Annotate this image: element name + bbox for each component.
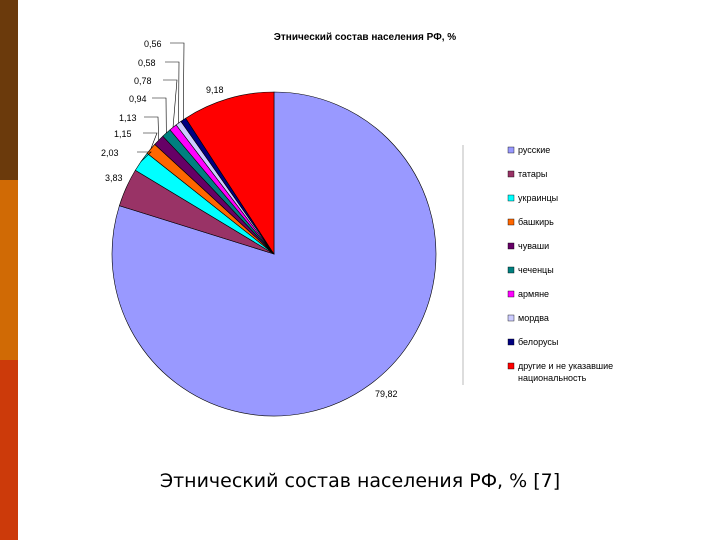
decor-stripe-top (0, 0, 18, 180)
slice-value-label-4: 1,15 (114, 129, 132, 139)
decor-stripe-middle (0, 180, 18, 360)
decor-stripe-separator (18, 0, 20, 540)
slice-value-label-7: 0,78 (134, 76, 152, 86)
leader-line-3 (137, 151, 152, 162)
pie-slices (111, 91, 437, 417)
leader-line-8 (165, 61, 180, 124)
legend-swatch-5 (507, 242, 515, 250)
legend-swatch-2 (507, 170, 515, 178)
legend-swatch-9 (507, 338, 515, 346)
legend-swatch-8 (507, 314, 515, 322)
legend-label-3: украинцы (518, 193, 558, 203)
slice-value-label-5: 1,13 (119, 113, 137, 123)
legend-swatch-3 (507, 194, 515, 202)
legend-label-1: русские (518, 145, 550, 155)
legend: русские татары украинцы башкирь чуваши чеченц… (507, 145, 613, 383)
leader-line-4 (143, 132, 158, 149)
legend-label-7: армяне (518, 289, 549, 299)
leader-line-6 (152, 97, 167, 133)
legend-swatch-6 (507, 266, 515, 274)
legend-label-8: мордва (518, 313, 549, 323)
chart-title: Этнический состав населения РФ, % (274, 32, 456, 43)
legend-label-10: другие и не указавшие национальность (518, 361, 613, 383)
legend-swatch-1 (507, 146, 515, 154)
slice-value-label-6: 0,94 (129, 94, 147, 104)
slide-caption: Этнический состав населения РФ, % [7] (159, 470, 561, 492)
leader-line-7 (163, 79, 178, 128)
legend-label-9: белорусы (518, 337, 558, 347)
legend-label-5: чуваши (518, 241, 549, 251)
legend-swatch-10 (507, 362, 515, 370)
legend-label-4: башкирь (518, 217, 554, 227)
leader-line-9 (170, 42, 185, 120)
legend-label-6: чеченцы (518, 265, 554, 275)
legend-label-2: татары (518, 169, 547, 179)
slice-value-label-9: 0,56 (144, 39, 162, 49)
slice-value-label-10: 9,18 (206, 85, 224, 95)
slice-value-label-3: 2,03 (101, 148, 119, 158)
label-leader-lines (137, 42, 185, 162)
legend-swatch-4 (507, 218, 515, 226)
pie-chart: Этнический состав населения РФ, % 79,82 3… (101, 32, 613, 417)
decor-stripe-bottom (0, 360, 18, 540)
pie-slice-10 (185, 91, 275, 256)
slice-value-labels: 79,82 3,83 2,03 1,15 1,13 0,94 0,78 0,58 0,56 9,1… (101, 39, 398, 399)
legend-swatch-7 (507, 290, 515, 298)
slice-value-label-2: 3,83 (105, 173, 123, 183)
leader-line-5 (144, 116, 159, 141)
slice-value-label-8: 0,58 (138, 58, 156, 68)
slice-value-label-1: 79,82 (375, 389, 398, 399)
